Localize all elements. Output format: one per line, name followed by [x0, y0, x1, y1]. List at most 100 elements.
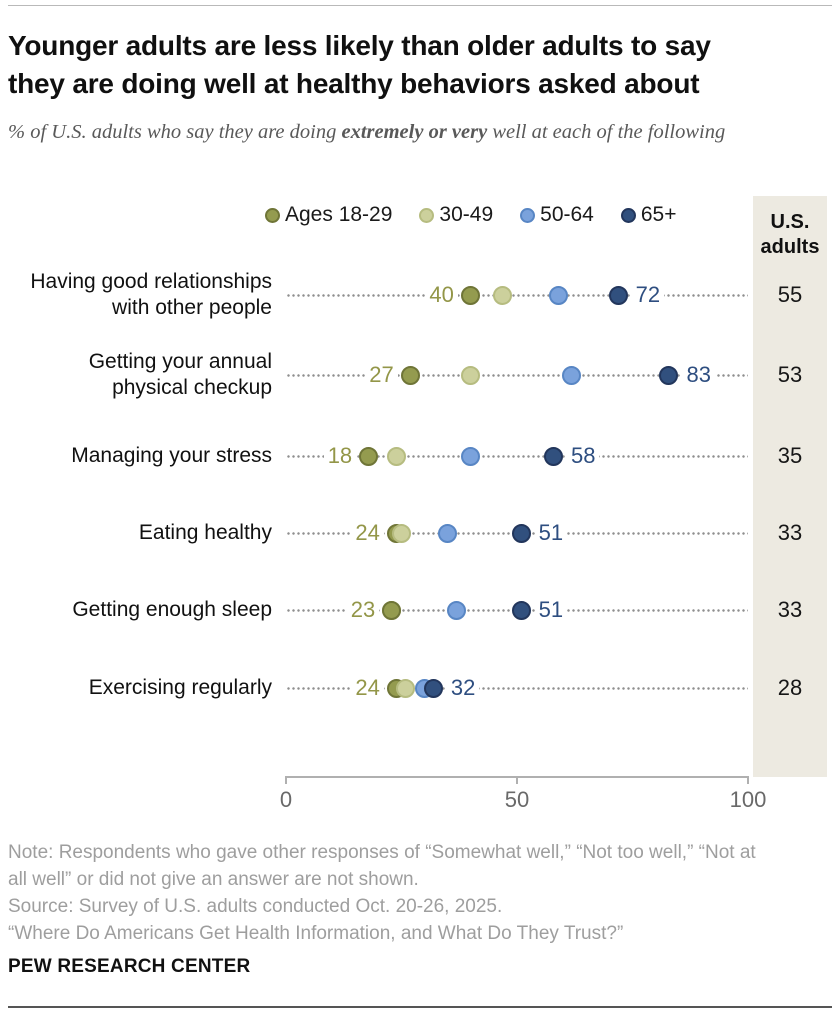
category-label-line: Exercising regularly — [88, 676, 272, 699]
max-value-label: 83 — [682, 361, 715, 389]
dot-30-49 — [493, 285, 513, 305]
legend-item-50-64: 50-64 — [520, 203, 594, 227]
dot-50-64 — [446, 600, 466, 620]
us-adults-value: 55 — [777, 282, 803, 307]
category-label: Getting enough sleep — [0, 581, 272, 639]
category-label-line: Having good relationships — [30, 270, 272, 293]
us-adults-value: 35 — [777, 443, 803, 468]
max-value-label: 51 — [534, 519, 568, 547]
category-label-line: physical checkup — [112, 376, 272, 399]
dot-65- — [659, 365, 679, 385]
max-value-label: 58 — [566, 442, 600, 470]
dot-65- — [511, 523, 531, 543]
category-label-line: Managing your stress — [71, 444, 272, 467]
legend-item-30-49: 30-49 — [419, 203, 493, 227]
dot-ages-18-29 — [460, 285, 480, 305]
legend-label: 50-64 — [540, 203, 594, 226]
dot-30-49 — [396, 678, 416, 698]
category-label-line: with other people — [112, 296, 272, 319]
plot-row: 27 83 — [286, 361, 748, 389]
min-value-label: 40 — [425, 281, 458, 309]
dot-50-64 — [548, 285, 568, 305]
dot-50-64 — [562, 365, 582, 385]
category-label-line: Eating healthy — [138, 521, 272, 544]
x-axis-tick-label: 50 — [504, 787, 530, 812]
chart-subtitle: % of U.S. adults who say they are doing … — [8, 117, 823, 147]
pew-research-center-logo: PEW RESEARCH CENTER — [8, 956, 251, 977]
dot-plot-chart: U.S. adults Ages 18-29 30-49 50-64 65+ Havi… — [0, 190, 840, 825]
leader-dotted-line — [286, 374, 748, 377]
category-label: Getting your annual physical checkup — [0, 346, 272, 404]
dot-ages-18-29 — [359, 446, 379, 466]
legend-label: 65+ — [640, 203, 677, 226]
min-value-label: 24 — [351, 519, 384, 547]
plot-row: 24 51 — [286, 519, 748, 547]
us-adults-header-line1: U.S. — [770, 211, 810, 233]
us-adults-value: 53 — [777, 362, 803, 387]
leader-dotted-line — [286, 455, 748, 458]
page-title: Younger adults are less likely than olde… — [8, 27, 832, 103]
plot-row: 23 51 — [286, 596, 748, 624]
dot-50-64 — [460, 446, 480, 466]
plot-row: 24 32 — [286, 674, 748, 702]
plot-row: 40 72 — [286, 281, 748, 309]
bottom-divider — [8, 1006, 832, 1008]
us-adults-panel: U.S. adults — [753, 196, 827, 777]
subtitle-bold: extremely or very — [341, 121, 488, 143]
us-adults-value: 33 — [777, 520, 803, 545]
leader-dotted-line — [286, 294, 748, 297]
footnotes: Note: Respondents who gave other respons… — [8, 839, 832, 947]
subtitle-prefix: % of U.S. adults who say they are doing — [8, 121, 342, 143]
max-value-label: 51 — [534, 596, 568, 624]
dot-ages-18-29 — [400, 365, 420, 385]
legend-item-ages-18-29: Ages 18-29 — [265, 203, 392, 227]
max-value-label: 72 — [631, 281, 665, 309]
plot-row: 18 58 — [286, 442, 748, 470]
note-line: Note: Respondents who gave other respons… — [8, 842, 756, 863]
legend-label: Ages 18-29 — [285, 203, 393, 226]
category-label: Having good relationships with other peop… — [0, 266, 272, 324]
us-adults-value: 33 — [777, 597, 803, 622]
dot-65- — [608, 285, 628, 305]
category-label: Exercising regularly — [0, 659, 272, 717]
us-adults-header: U.S. adults — [753, 196, 827, 260]
max-value-label: 32 — [446, 674, 480, 702]
min-value-label: 18 — [323, 442, 357, 470]
dot-65- — [511, 600, 531, 620]
title-line-1: Younger adults are less likely than olde… — [8, 30, 711, 61]
legend-label: 30-49 — [439, 203, 494, 226]
min-value-label: 27 — [365, 361, 398, 389]
dot-30-49 — [391, 523, 411, 543]
subtitle-suffix: well at each of the following — [487, 121, 726, 143]
category-label-line: Getting enough sleep — [72, 598, 272, 621]
dot-65- — [423, 678, 443, 698]
report-title-line: “Where Do Americans Get Health Informati… — [8, 923, 624, 944]
top-divider — [8, 5, 832, 6]
legend-dot-icon — [620, 207, 636, 223]
us-adults-header-line2: adults — [760, 236, 820, 258]
legend-item-65-: 65+ — [620, 203, 677, 227]
x-axis-tick-label: 100 — [729, 787, 767, 812]
x-axis-tick-label: 0 — [279, 787, 293, 812]
us-adults-value: 28 — [777, 675, 803, 700]
category-label: Eating healthy — [0, 504, 272, 562]
category-label-line: Getting your annual — [88, 350, 272, 373]
legend-dot-icon — [419, 207, 435, 223]
x-axis-tick — [285, 776, 287, 784]
dot-50-64 — [437, 523, 457, 543]
title-line-2: they are doing well at healthy behaviors… — [8, 68, 700, 99]
chart-legend: Ages 18-29 30-49 50-64 65+ — [265, 203, 703, 227]
x-axis-tick — [747, 776, 749, 784]
dot-30-49 — [460, 365, 480, 385]
min-value-label: 23 — [346, 596, 380, 624]
min-value-label: 24 — [351, 674, 384, 702]
dot-65- — [543, 446, 563, 466]
note-line: all well” or did not give an answer are … — [8, 869, 419, 890]
dot-30-49 — [386, 446, 406, 466]
category-label: Managing your stress — [0, 427, 272, 485]
dot-ages-18-29 — [382, 600, 402, 620]
source-line: Source: Survey of U.S. adults conducted … — [8, 896, 503, 917]
x-axis-tick — [516, 776, 518, 784]
leader-dotted-line — [286, 687, 748, 690]
